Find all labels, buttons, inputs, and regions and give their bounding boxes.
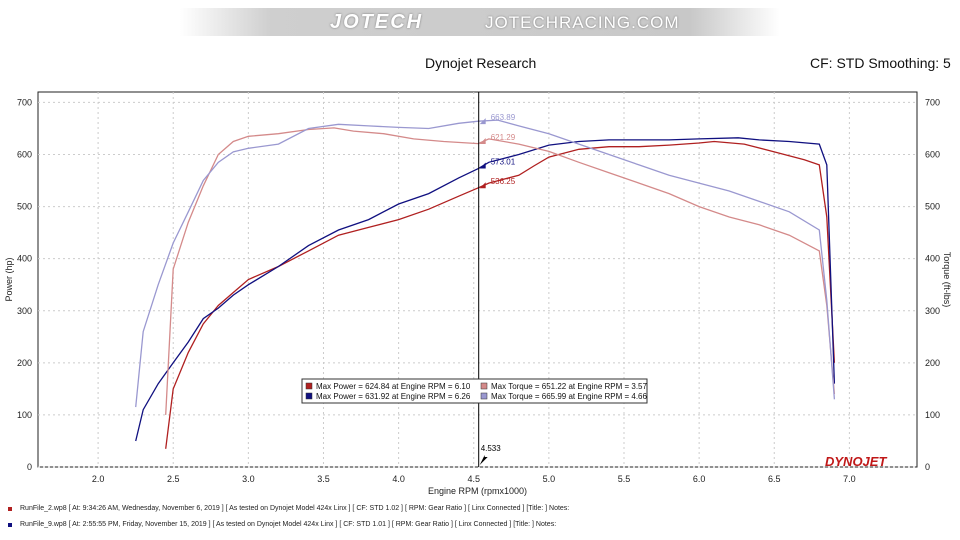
rpm-cursor-arrow (479, 455, 488, 465)
y-tick-label: 400 (17, 254, 32, 264)
y2-axis-label: Torque (ft-lbs) (942, 252, 952, 308)
power-run1-line (165, 140, 836, 449)
legend-entry: Max Power = 624.84 at Engine RPM = 6.10 (316, 382, 471, 391)
x-tick-label: 5.5 (618, 474, 631, 484)
x-tick-label: 3.0 (242, 474, 255, 484)
y2-tick-label: 300 (925, 306, 940, 316)
x-tick-label: 6.0 (693, 474, 706, 484)
legend-entry: Max Torque = 665.99 at Engine RPM = 4.66 (491, 392, 648, 401)
torque-run2-cursor-marker (479, 118, 486, 125)
y-tick-label: 100 (17, 410, 32, 420)
torque-run1-cursor-marker (479, 137, 486, 144)
y-tick-label: 200 (17, 358, 32, 368)
y-axis-label: Power (hp) (4, 257, 14, 301)
y2-tick-label: 0 (925, 462, 930, 472)
legend-swatch (305, 382, 313, 390)
power-run1-cursor-value: 536.25 (491, 177, 516, 186)
chart-title: Dynojet Research (425, 55, 537, 71)
power-run2-cursor-value: 573.01 (491, 157, 516, 166)
y-tick-label: 300 (17, 306, 32, 316)
power-run1-cursor-marker (479, 182, 486, 189)
legend-swatch (480, 392, 488, 400)
x-tick-label: 2.5 (167, 474, 180, 484)
x-tick-label: 2.0 (92, 474, 105, 484)
dyno-chart: 2.0 2.5 3.0 3.5 4.0 4.5 5.0 5.5 6.0 6.5 7.0 0 0 100 10… (4, 91, 952, 496)
run1-info: RunFile_2.wp8 [ At: 9:34:26 AM, Wednesda… (20, 505, 570, 512)
y2-tick-label: 700 (925, 97, 940, 107)
x-tick-label: 3.5 (317, 474, 330, 484)
y-tick-label: 600 (17, 150, 32, 160)
x-axis-label: Engine RPM (rpmx1000) (428, 486, 527, 496)
y2-tick-label: 400 (925, 254, 940, 264)
torque-run1-cursor-value: 621.29 (491, 133, 516, 142)
run2-marker (8, 523, 12, 527)
legend-swatch (480, 382, 488, 390)
x-tick-label: 4.5 (467, 474, 480, 484)
x-tick-label: 6.5 (768, 474, 781, 484)
legend-entry: Max Power = 631.92 at Engine RPM = 6.26 (316, 392, 471, 401)
torque-run2-line (135, 119, 836, 408)
run2-info: RunFile_9.wp8 [ At: 2:55:55 PM, Friday, … (20, 521, 557, 528)
chart-settings: CF: STD Smoothing: 5 (810, 55, 951, 71)
legend-swatch (305, 392, 313, 400)
y-tick-label: 0 (27, 462, 32, 472)
run1-marker (8, 507, 12, 511)
x-tick-label: 7.0 (843, 474, 856, 484)
rpm-cursor-label: 4.533 (481, 444, 502, 453)
dynojet-logo: DYNOJET (825, 454, 887, 469)
y-tick-label: 700 (17, 97, 32, 107)
y2-tick-label: 200 (925, 358, 940, 368)
x-tick-label: 5.0 (543, 474, 556, 484)
power-run2-line (135, 137, 836, 442)
y2-tick-label: 600 (925, 150, 940, 160)
y2-tick-label: 100 (925, 410, 940, 420)
x-tick-label: 4.0 (392, 474, 405, 484)
torque-run2-cursor-value: 663.89 (491, 113, 516, 122)
brand-banner (180, 8, 780, 36)
brand-url: JOTECHRACING.COM (485, 13, 680, 32)
y-tick-label: 500 (17, 202, 32, 212)
y2-tick-label: 500 (925, 202, 940, 212)
power-run2-cursor-marker (479, 162, 486, 169)
legend-box (301, 378, 648, 404)
legend-entry: Max Torque = 651.22 at Engine RPM = 3.57 (491, 382, 648, 391)
brand-logo: JOTECH (330, 11, 424, 33)
